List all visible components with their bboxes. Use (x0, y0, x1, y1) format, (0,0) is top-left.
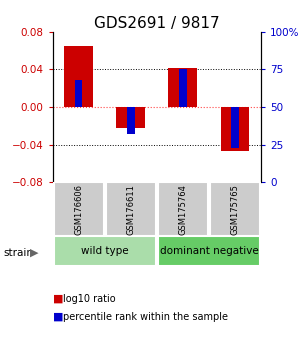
Bar (75, 80, 83, 107)
Bar (179, 69, 187, 107)
Text: log10 ratio: log10 ratio (63, 294, 116, 304)
Bar (127, 107, 135, 134)
Text: ■: ■ (52, 294, 63, 304)
Text: dominant negative: dominant negative (160, 246, 258, 256)
Text: percentile rank within the sample: percentile rank within the sample (63, 312, 228, 322)
Title: GDS2691 / 9817: GDS2691 / 9817 (94, 16, 220, 31)
Text: GSM176606: GSM176606 (74, 184, 83, 235)
Text: GSM176611: GSM176611 (126, 184, 135, 235)
Text: ■: ■ (52, 312, 63, 322)
Text: GSM175765: GSM175765 (230, 184, 239, 235)
Bar (53, 182, 104, 236)
Bar (158, 182, 208, 236)
Bar (231, 107, 239, 148)
Bar (64, 46, 93, 107)
Bar (169, 68, 197, 107)
Text: strain: strain (3, 248, 33, 258)
Text: wild type: wild type (81, 246, 128, 256)
Bar (106, 182, 156, 236)
Text: ▶: ▶ (30, 248, 38, 258)
Text: GSM175764: GSM175764 (178, 184, 187, 235)
Bar (158, 236, 260, 266)
Bar (116, 107, 145, 128)
Bar (53, 236, 156, 266)
Bar (220, 107, 249, 151)
Bar (210, 182, 260, 236)
